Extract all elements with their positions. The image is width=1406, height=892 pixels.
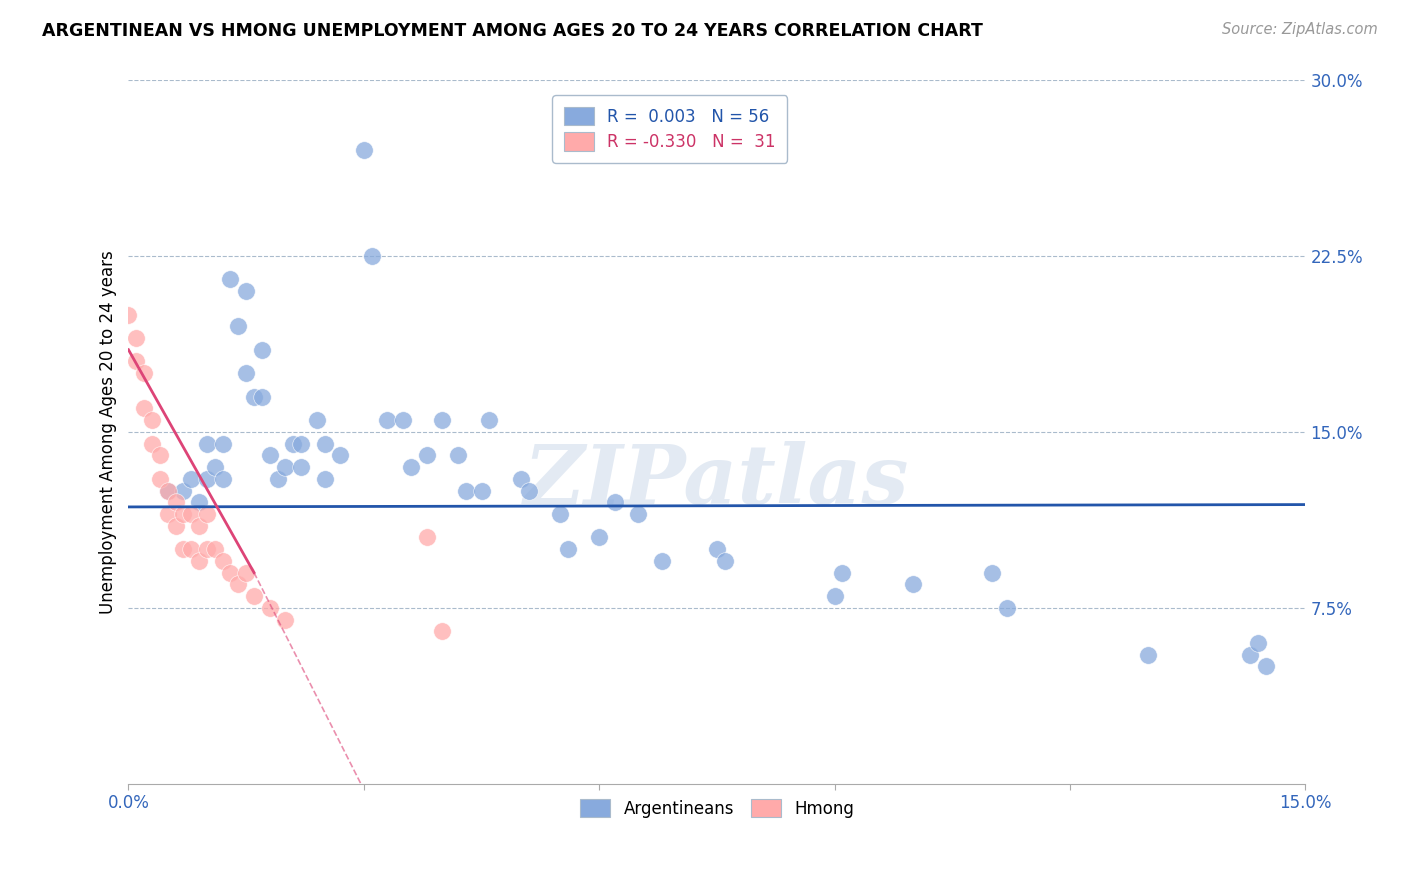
Point	[995, 600, 1018, 615]
Point	[651, 554, 673, 568]
Point	[125, 331, 148, 345]
Point	[250, 390, 273, 404]
Point	[627, 507, 650, 521]
Point	[980, 566, 1002, 580]
Point	[219, 566, 242, 580]
Point	[156, 483, 179, 498]
Point	[377, 413, 399, 427]
Text: ZIPatlas: ZIPatlas	[524, 442, 910, 521]
Point	[314, 472, 336, 486]
Point	[195, 542, 218, 557]
Point	[1247, 636, 1270, 650]
Point	[392, 413, 415, 427]
Point	[1137, 648, 1160, 662]
Point	[180, 542, 202, 557]
Point	[188, 554, 211, 568]
Point	[266, 472, 288, 486]
Text: Source: ZipAtlas.com: Source: ZipAtlas.com	[1222, 22, 1378, 37]
Point	[283, 436, 305, 450]
Point	[235, 284, 257, 298]
Point	[165, 518, 187, 533]
Point	[360, 249, 382, 263]
Point	[478, 413, 501, 427]
Point	[706, 542, 728, 557]
Point	[274, 613, 297, 627]
Point	[195, 472, 218, 486]
Point	[235, 566, 257, 580]
Point	[180, 507, 202, 521]
Point	[228, 577, 250, 591]
Point	[250, 343, 273, 357]
Y-axis label: Unemployment Among Ages 20 to 24 years: Unemployment Among Ages 20 to 24 years	[100, 250, 117, 614]
Point	[228, 319, 250, 334]
Point	[204, 542, 226, 557]
Point	[172, 542, 194, 557]
Point	[713, 554, 735, 568]
Point	[134, 401, 156, 416]
Point	[305, 413, 328, 427]
Point	[243, 589, 266, 603]
Point	[195, 436, 218, 450]
Point	[235, 366, 257, 380]
Point	[156, 507, 179, 521]
Point	[314, 436, 336, 450]
Point	[188, 495, 211, 509]
Point	[901, 577, 924, 591]
Point	[824, 589, 846, 603]
Point	[432, 413, 454, 427]
Point	[156, 483, 179, 498]
Point	[415, 448, 437, 462]
Point	[290, 436, 312, 450]
Point	[454, 483, 477, 498]
Point	[557, 542, 579, 557]
Point	[603, 495, 626, 509]
Text: ARGENTINEAN VS HMONG UNEMPLOYMENT AMONG AGES 20 TO 24 YEARS CORRELATION CHART: ARGENTINEAN VS HMONG UNEMPLOYMENT AMONG …	[42, 22, 983, 40]
Point	[211, 554, 233, 568]
Point	[141, 413, 163, 427]
Point	[259, 448, 281, 462]
Point	[211, 436, 233, 450]
Point	[432, 624, 454, 639]
Point	[204, 460, 226, 475]
Point	[195, 507, 218, 521]
Point	[415, 530, 437, 544]
Point	[548, 507, 571, 521]
Point	[509, 472, 531, 486]
Point	[117, 308, 139, 322]
Point	[134, 366, 156, 380]
Point	[219, 272, 242, 286]
Point	[399, 460, 422, 475]
Point	[353, 144, 375, 158]
Point	[141, 436, 163, 450]
Point	[149, 448, 172, 462]
Point	[165, 495, 187, 509]
Point	[1256, 659, 1278, 673]
Point	[243, 390, 266, 404]
Point	[211, 472, 233, 486]
Point	[180, 472, 202, 486]
Point	[447, 448, 470, 462]
Point	[172, 483, 194, 498]
Legend: Argentineans, Hmong: Argentineans, Hmong	[574, 793, 860, 825]
Point	[1239, 648, 1261, 662]
Point	[290, 460, 312, 475]
Point	[588, 530, 610, 544]
Point	[172, 507, 194, 521]
Point	[274, 460, 297, 475]
Point	[831, 566, 853, 580]
Point	[188, 518, 211, 533]
Point	[517, 483, 540, 498]
Point	[125, 354, 148, 368]
Point	[329, 448, 352, 462]
Point	[259, 600, 281, 615]
Point	[470, 483, 492, 498]
Point	[149, 472, 172, 486]
